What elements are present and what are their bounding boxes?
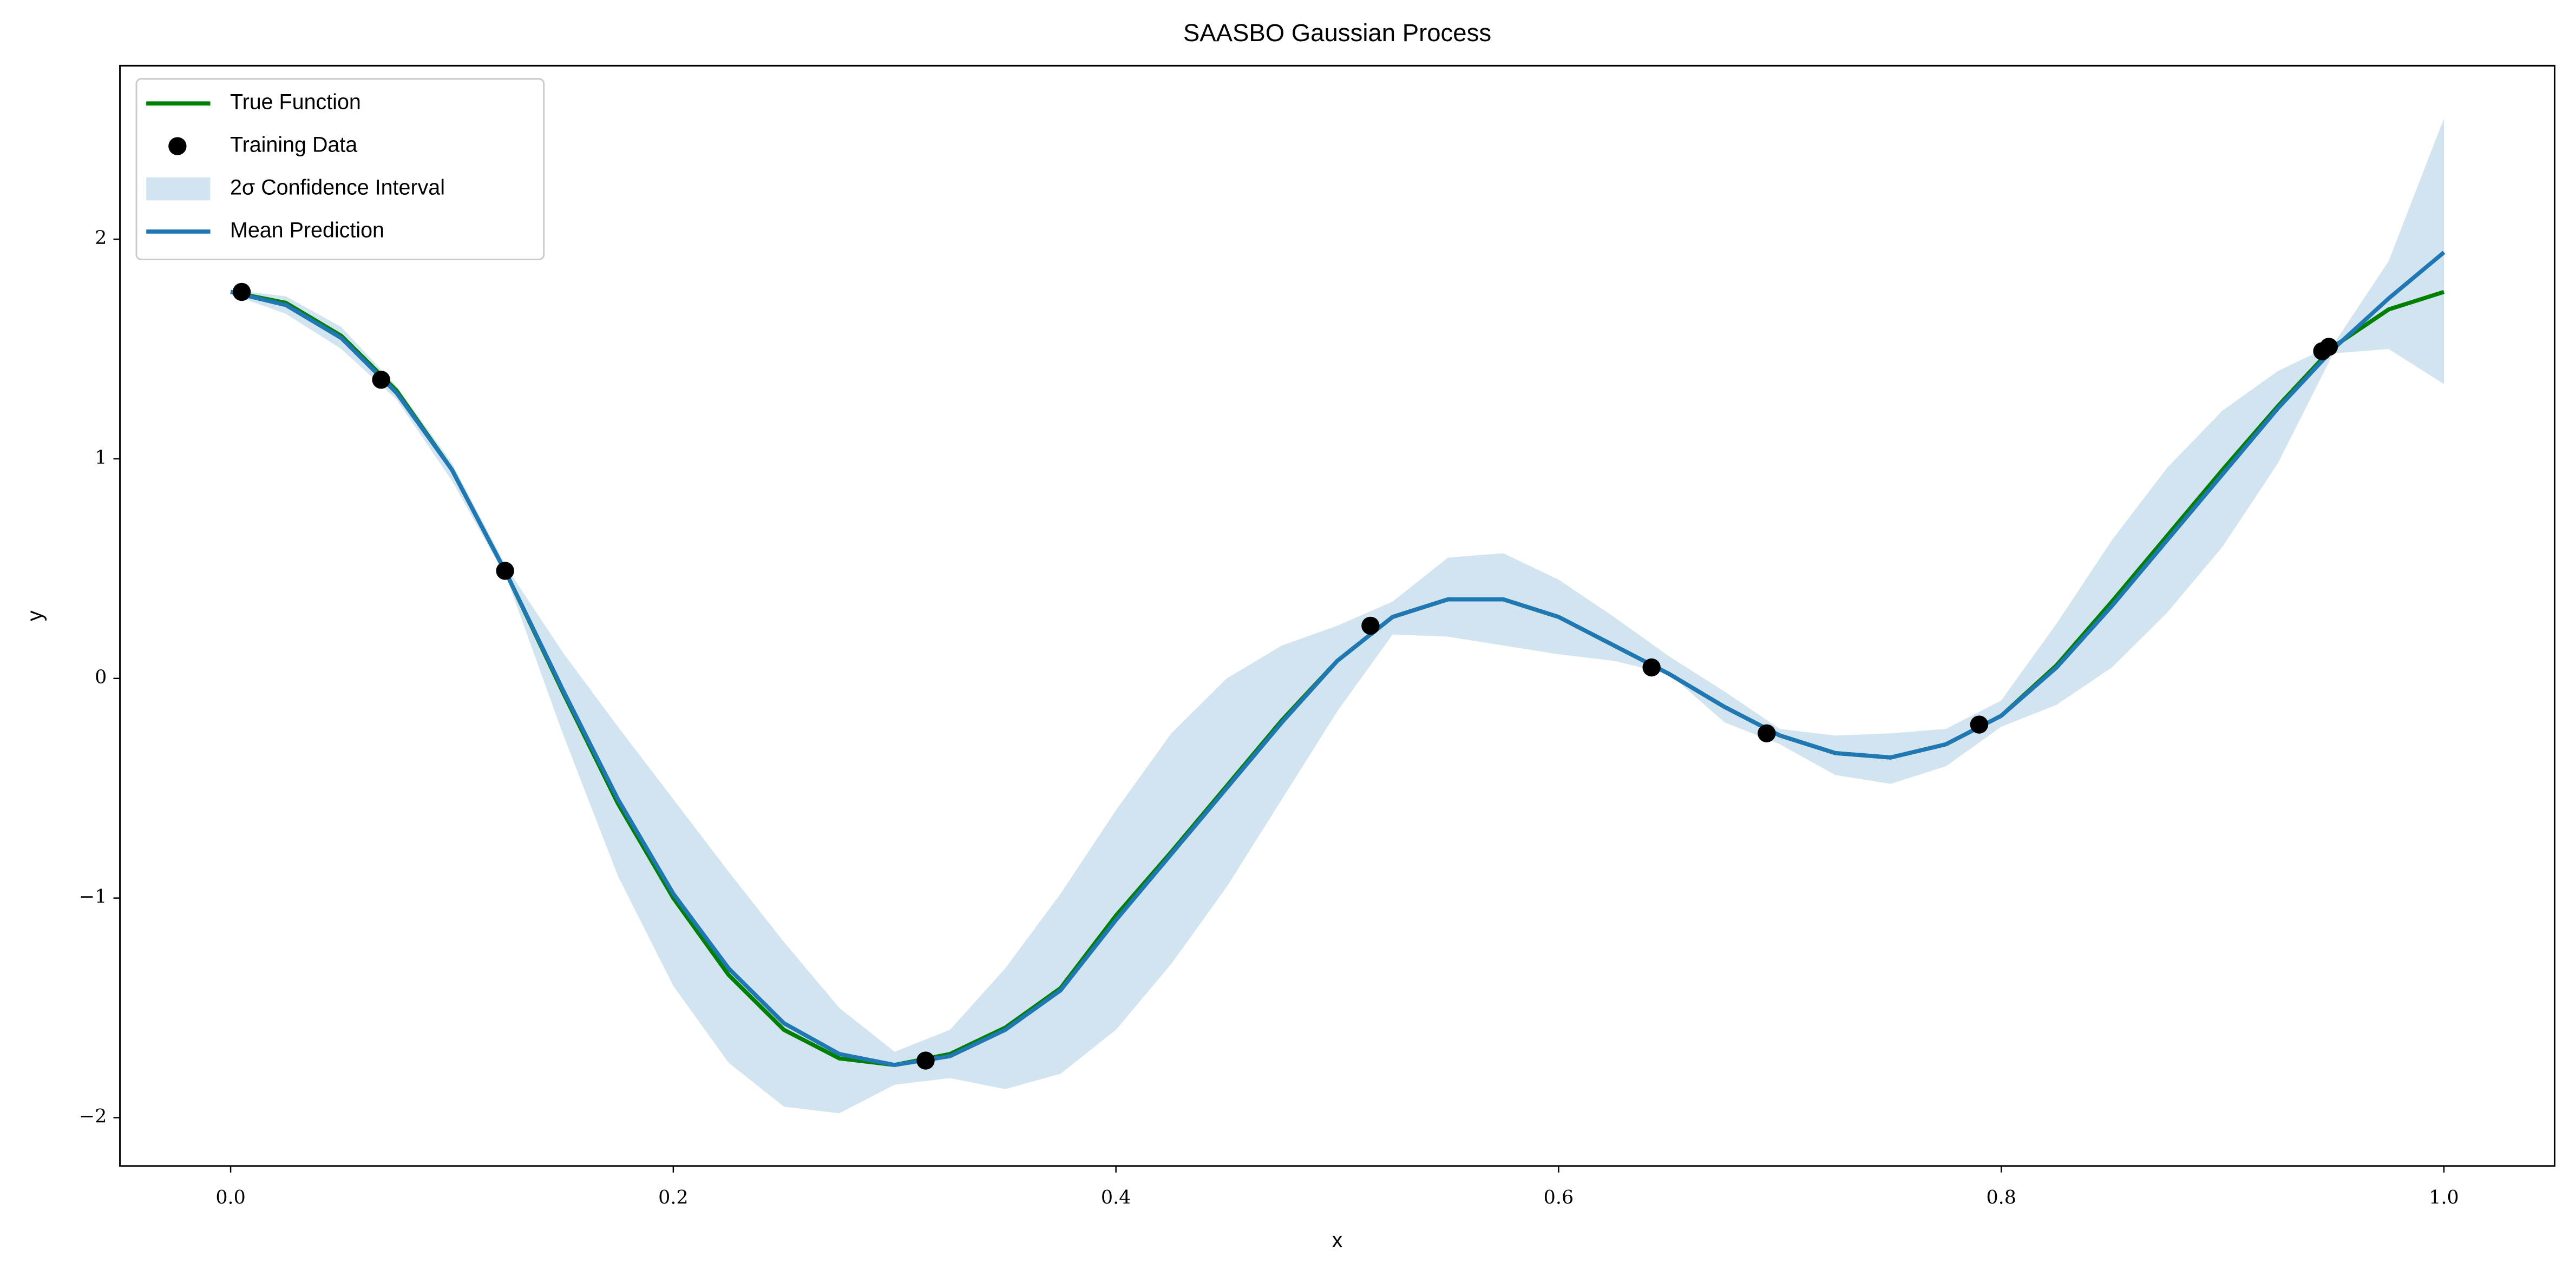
legend-label: Mean Prediction	[230, 218, 384, 242]
data-point	[1642, 658, 1661, 677]
data-point	[496, 562, 514, 580]
chart-title: SAASBO Gaussian Process	[1183, 19, 1491, 47]
y-tick-label: 2	[95, 227, 107, 249]
line	[230, 251, 2446, 1067]
legend-patch	[146, 177, 211, 201]
x-tick-label: 1.0	[2429, 1187, 2459, 1209]
legend-label: Training Data	[230, 133, 357, 157]
x-tick-label: 0.6	[1544, 1187, 1574, 1209]
data-point	[916, 1051, 935, 1070]
y-tick-label: 1	[95, 447, 107, 469]
plot-frame	[119, 64, 2555, 1167]
plot-area	[230, 118, 2446, 1114]
data-point	[1758, 724, 1776, 742]
legend-label: 2σ Confidence Interval	[230, 175, 445, 199]
x-axis-label: x	[1332, 1228, 1343, 1252]
legend-box	[135, 78, 545, 261]
data-point	[372, 371, 390, 389]
y-tick-label: 0	[95, 667, 107, 688]
legend-marker	[168, 137, 187, 155]
data-point	[1970, 715, 1989, 734]
data-point	[232, 282, 251, 301]
data-point	[1361, 616, 1380, 635]
legend: True Function Training Data 2σ Confidence …	[135, 78, 545, 261]
x-tick-label: 0.2	[658, 1187, 688, 1209]
y-axis-label: y	[23, 610, 47, 621]
x-tick-label: 0.8	[1986, 1187, 2016, 1209]
x-tick-label: 0.4	[1101, 1187, 1131, 1209]
y-tick-label: −2	[79, 1106, 107, 1128]
legend-label: True Function	[230, 90, 361, 114]
y-tick-label: −1	[79, 886, 107, 908]
x-tick-label: 0.0	[215, 1187, 246, 1209]
data-point	[2319, 338, 2338, 356]
